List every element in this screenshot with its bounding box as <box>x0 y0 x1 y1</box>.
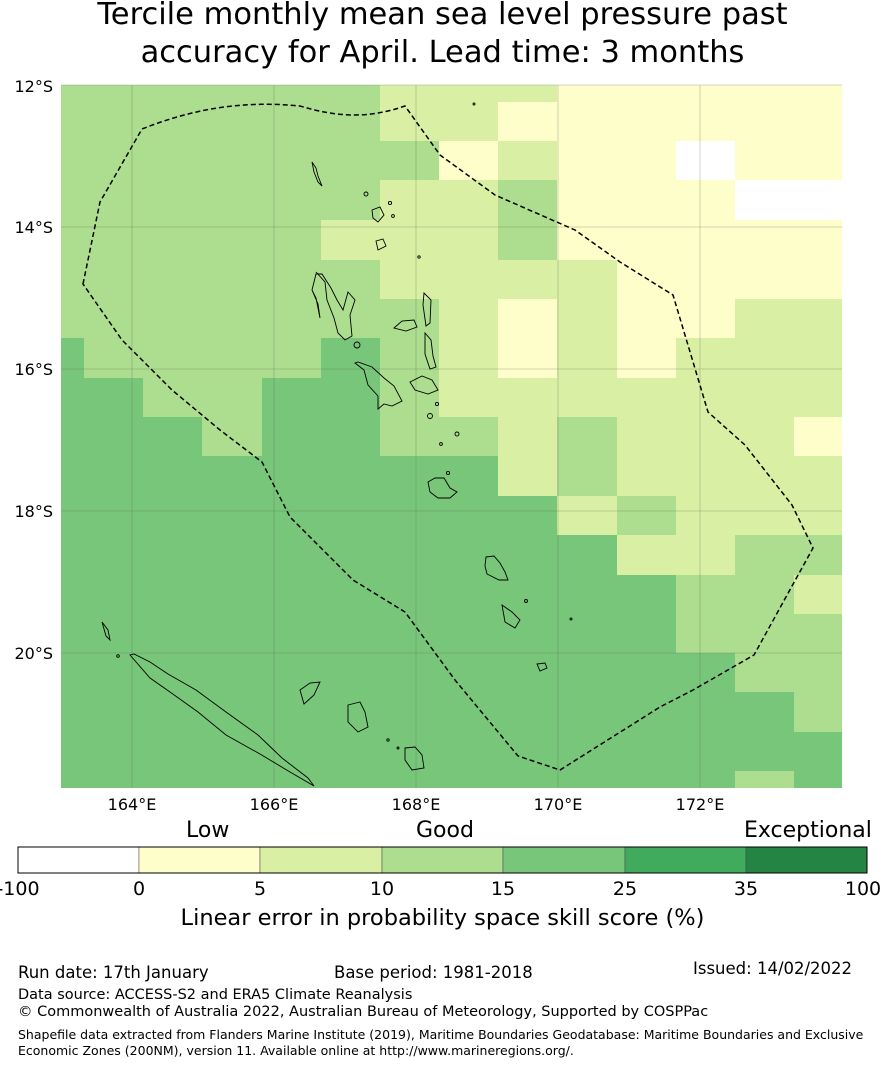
issued-date: Issued: 14/02/2022 <box>693 959 853 978</box>
colorbar-segment-white <box>17 846 140 874</box>
colorbar-tick-5: 5 <box>254 878 266 900</box>
colorbar-title: Linear error in probability space skill … <box>180 905 705 931</box>
latitude-labels: 12°S 14°S 16°S 18°S 20°S <box>14 77 53 663</box>
island-maewo <box>422 291 432 327</box>
island-aneityum <box>536 662 548 672</box>
island-loyalty-1 <box>299 681 321 705</box>
colorbar-tick-minus-100: -100 <box>0 878 40 900</box>
lat-label-18s: 18°S <box>14 502 53 521</box>
lat-label-14s: 14°S <box>14 218 53 237</box>
longitude-labels: 164°E 166°E 168°E 170°E 172°E <box>108 795 725 814</box>
island-ambae <box>393 319 418 332</box>
island-vanua-lava <box>375 238 387 251</box>
island-tanna <box>501 604 521 629</box>
data-source: Data source: ACCESS-S2 and ERA5 Climate … <box>18 987 413 1003</box>
colorbar-tick-100: 100 <box>845 878 881 900</box>
colorbar-tick-15: 15 <box>491 878 515 900</box>
base-period: Base period: 1981-2018 <box>334 963 533 982</box>
shapefile-credit-line-1: Shapefile data extracted from Flanders M… <box>18 1027 864 1042</box>
island-erromango <box>484 555 509 581</box>
shapefile-credit-line-2: Economic Zones (200NM), version 11. Avai… <box>18 1043 574 1058</box>
shapefile-credit: Shapefile data extracted from Flanders M… <box>18 1027 868 1059</box>
title-line-1: Tercile monthly mean sea level pressure … <box>97 0 788 32</box>
colorbar-tick-25: 25 <box>613 878 637 900</box>
colorbar-segment-light-green <box>381 846 504 874</box>
colorbar-segment-pale-green <box>259 846 383 874</box>
map-title: Tercile monthly mean sea level pressure … <box>0 0 885 72</box>
colorbar-tick-0: 0 <box>133 878 145 900</box>
island-espiritu-santo <box>311 271 356 341</box>
colorbar-segment-dark-green <box>745 846 868 874</box>
island-efate <box>427 477 458 499</box>
lon-label-164e: 164°E <box>108 795 157 814</box>
colorbar: -100 0 5 10 15 25 35 100 <box>0 846 881 900</box>
skill-grid <box>61 85 842 788</box>
lat-label-12s: 12°S <box>14 77 53 96</box>
lon-label-168e: 168°E <box>392 795 441 814</box>
island-loyalty-2 <box>347 701 369 733</box>
lon-label-172e: 172°E <box>676 795 725 814</box>
run-date: Run date: 17th January <box>18 963 209 982</box>
island-ambrym <box>409 375 439 395</box>
colorbar-segment-yellow <box>138 846 261 874</box>
island-new-caledonia <box>129 653 315 787</box>
lon-label-166e: 166°E <box>250 795 299 814</box>
lat-label-20s: 20°S <box>14 644 53 663</box>
colorbar-segment-medium-green <box>624 846 747 874</box>
lon-label-170e: 170°E <box>534 795 583 814</box>
island-belep <box>101 621 111 642</box>
gridlines <box>61 84 842 788</box>
island-loyalty-3 <box>404 746 425 771</box>
category-label-good: Good <box>416 818 474 843</box>
island-pentecost <box>424 331 437 370</box>
title-line-2: accuracy for April. Lead time: 3 months <box>140 35 745 70</box>
island-malekula <box>354 361 403 410</box>
copyright: © Commonwealth of Australia 2022, Austra… <box>18 1004 709 1020</box>
eez-boundary-line <box>82 103 814 771</box>
colorbar-tick-10: 10 <box>370 878 394 900</box>
lat-label-16s: 16°S <box>14 360 53 379</box>
colorbar-segment-green <box>502 846 626 874</box>
category-label-exceptional: Exceptional <box>744 818 872 843</box>
island-gaua <box>371 206 385 223</box>
island-torres <box>311 161 323 187</box>
colorbar-tick-35: 35 <box>734 878 758 900</box>
islands <box>101 102 573 787</box>
category-label-low: Low <box>186 818 230 843</box>
